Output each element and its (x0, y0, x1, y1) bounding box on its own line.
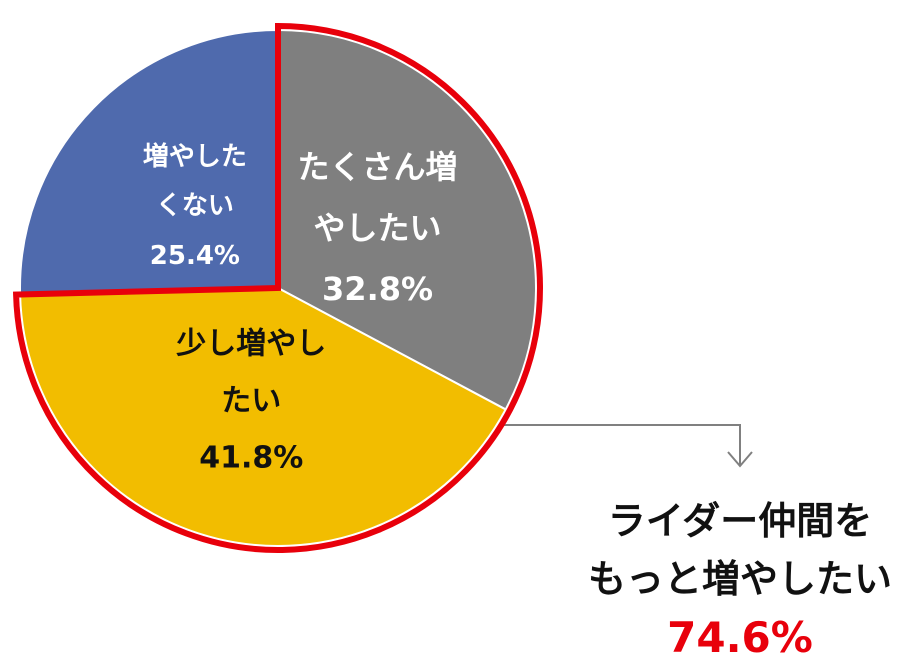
value-label: 25.4% (149, 240, 240, 271)
category: 少し増やしたい (176, 326, 327, 419)
category: 増やしたくない (142, 141, 247, 222)
pie-slice (19, 286, 507, 547)
category: たくさん増やしたい (297, 148, 458, 247)
slice-label: 増やしたくない 25.4% (137, 133, 252, 281)
value-label: 41.8% (199, 440, 304, 476)
pie-slice (277, 28, 537, 411)
annotation-line: もっと増やしたい (587, 557, 892, 601)
callout-arrow (727, 451, 753, 468)
annotation-total: 74.6% (667, 613, 813, 662)
callout-line (500, 424, 741, 465)
pie-slice (19, 28, 279, 296)
annotation-line: ライダー仲間を (607, 499, 873, 543)
highlight-outline (13, 22, 543, 553)
annotation: ライダー仲間を もっと増やしたい 74.6% (560, 492, 920, 668)
slice-label: たくさん増やしたい 32.8% (293, 137, 463, 319)
slice-label: 少し増やしたい 41.8% (169, 315, 334, 486)
value-label: 32.8% (322, 269, 434, 308)
